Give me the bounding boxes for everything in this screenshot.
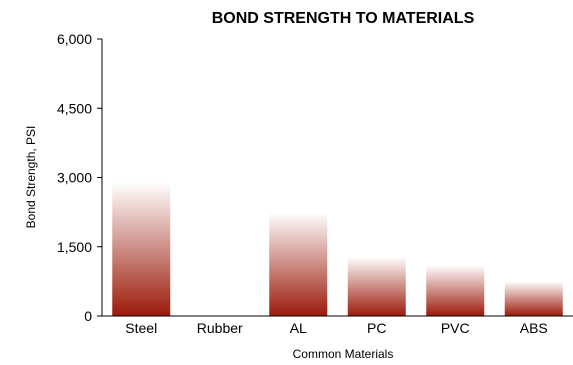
y-tick-label: 3,000	[57, 170, 92, 186]
y-tick-label: 1,500	[57, 239, 92, 255]
bar-pc	[347, 256, 406, 316]
y-axis-title: Bond Strength, PSI	[24, 126, 38, 229]
y-tick-label: 6,000	[57, 31, 92, 47]
y-tick-label: 0	[84, 308, 92, 324]
x-labels-group: Steel Rubber AL PC PVC ABS	[125, 320, 547, 336]
x-tick-label-pvc: PVC	[441, 320, 470, 336]
x-tick-label-pc: PC	[367, 320, 386, 336]
bar-steel	[112, 182, 171, 316]
bars-group	[112, 182, 563, 316]
bar-pvc	[426, 265, 485, 316]
y-ticks-group: 0 1,500 3,000 4,500 6,000	[57, 31, 102, 324]
chart-title: BOND STRENGTH TO MATERIALS	[212, 10, 475, 27]
x-tick-label-abs: ABS	[520, 320, 548, 336]
bar-al	[269, 212, 328, 316]
bar-abs	[504, 281, 563, 316]
x-axis-title: Common Materials	[293, 347, 394, 361]
x-tick-label-al: AL	[290, 320, 307, 336]
y-tick-label: 4,500	[57, 100, 92, 116]
x-tick-label-rubber: Rubber	[197, 320, 243, 336]
x-tick-label-steel: Steel	[125, 320, 157, 336]
